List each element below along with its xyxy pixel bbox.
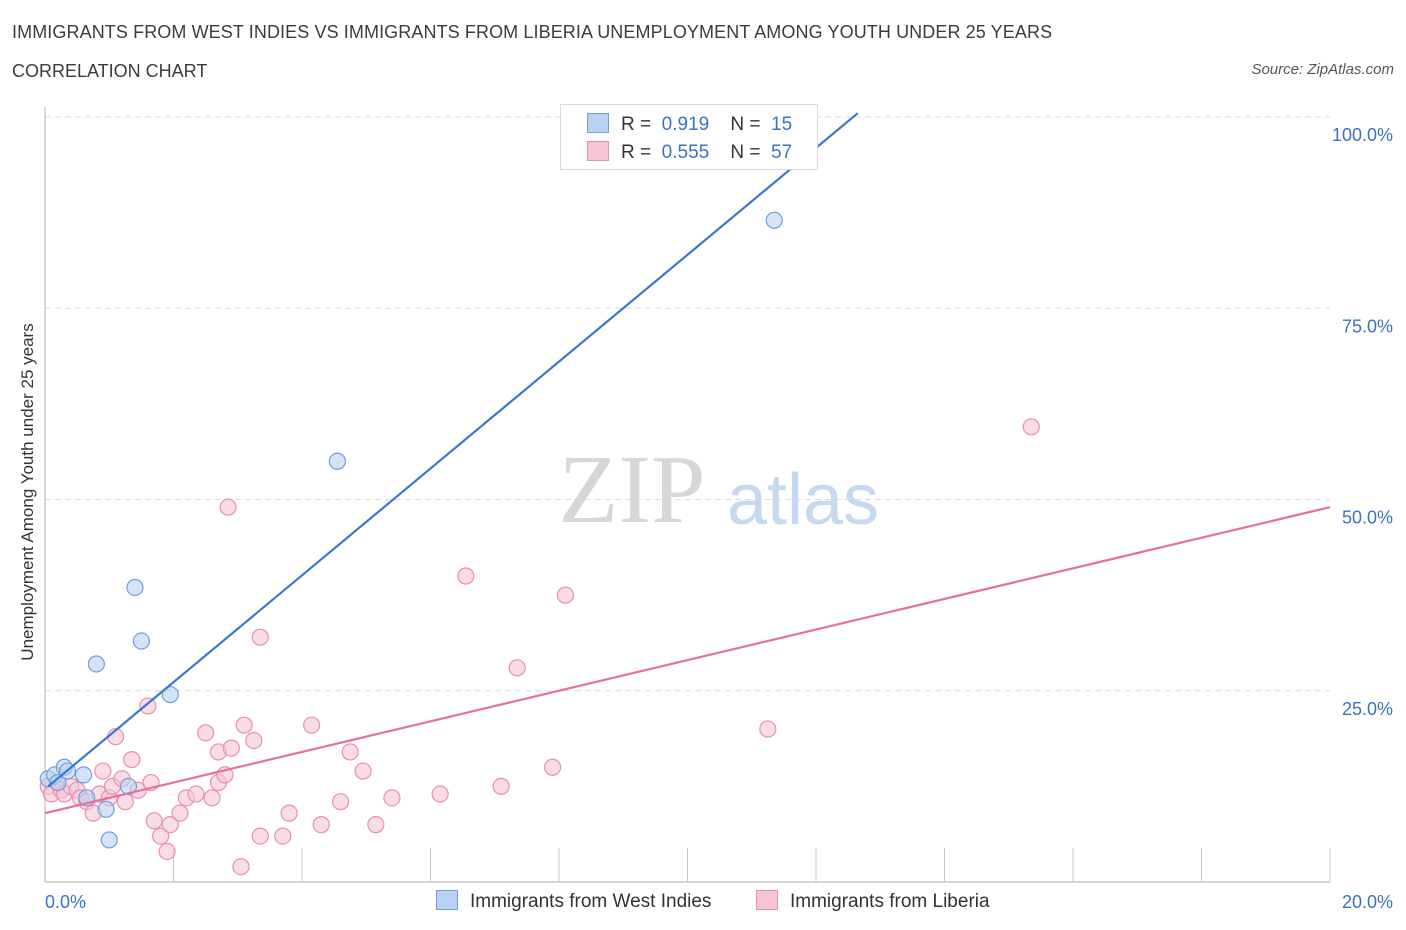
liberia-point [354, 762, 372, 780]
legend-n-label: N = [730, 114, 761, 135]
west-indies-point [87, 655, 106, 673]
liberia-point [331, 793, 350, 811]
liberia-point [235, 716, 253, 734]
liberia-point [759, 720, 777, 738]
west-indies-point [765, 211, 783, 229]
y-tick-label: 25.0% [1342, 699, 1393, 719]
watermark-zip: ZIP [559, 436, 706, 544]
legend-n-liberia: 57 [771, 142, 793, 163]
bottom-legend-west-indies: Immigrants from West Indies [436, 890, 711, 913]
bottom-legend-label-west-indies: Immigrants from West Indies [470, 891, 712, 912]
liberia-point [219, 498, 237, 516]
liberia-point [251, 827, 269, 845]
liberia-point [94, 762, 112, 780]
liberia-point [280, 804, 298, 822]
liberia-point [171, 804, 189, 822]
x-tick-label: 0.0% [45, 892, 86, 912]
west-indies-point [328, 452, 346, 470]
liberia-points [39, 418, 1040, 876]
y-tick-label: 50.0% [1342, 508, 1393, 528]
liberia-point [508, 659, 526, 677]
west-indies-point [161, 685, 179, 704]
liberia-point [492, 777, 510, 795]
liberia-point [367, 816, 385, 834]
trend-lines [44, 112, 1331, 815]
liberia-point [312, 816, 330, 834]
source-credit: Source: ZipAtlas.com [1251, 61, 1394, 78]
liberia-point [1022, 418, 1040, 436]
axes [44, 107, 1331, 883]
legend-r-liberia: 0.555 [661, 142, 710, 163]
west-indies-point [126, 578, 144, 597]
legend-swatch-liberia [587, 141, 609, 161]
liberia-point [158, 842, 176, 861]
legend-r-label: R = [621, 114, 652, 135]
liberia-point [139, 697, 157, 715]
west-indies-point [74, 766, 93, 784]
liberia-point [222, 739, 240, 757]
legend-r-label: R = [621, 142, 652, 163]
west-indies-point [132, 632, 150, 650]
west-indies-point [97, 800, 115, 818]
liberia-point [203, 789, 221, 807]
liberia-point [341, 743, 359, 761]
liberia-point [431, 785, 449, 803]
bottom-legend-swatch-west-indies [436, 890, 458, 910]
legend-row-west-indies: R = 0.919 N = 15 [587, 113, 792, 137]
chart-title: IMMIGRANTS FROM WEST INDIES VS IMMIGRANT… [12, 22, 1053, 42]
liberia-point [274, 827, 292, 845]
liberia-point [145, 812, 163, 830]
liberia-point [161, 816, 179, 834]
liberia-point [383, 789, 401, 807]
west-indies-point [100, 831, 118, 849]
liberia-point [556, 586, 575, 604]
legend-r-west-indies: 0.919 [661, 114, 710, 135]
zipatlas-watermark: ZIP atlas [559, 436, 880, 544]
liberia-point [197, 724, 215, 742]
liberia-point [187, 785, 205, 803]
bottom-legend-swatch-liberia [756, 890, 778, 910]
west-indies-point [49, 773, 67, 792]
west-indies-trend-line [47, 112, 859, 788]
watermark-atlas: atlas [727, 460, 879, 540]
liberia-point [457, 567, 475, 585]
correlation-legend: R = 0.919 N = 15 R = 0.555 N = 57 [560, 104, 818, 170]
liberia-point [251, 628, 269, 646]
liberia-point [303, 716, 321, 734]
bottom-legend-liberia: Immigrants from Liberia [756, 890, 990, 913]
tick-labels: 25.0% 50.0% 75.0% 100.0% 0.0% 20.0% [45, 125, 1393, 912]
x-tick-label: 20.0% [1342, 892, 1393, 912]
west-indies-points [39, 211, 783, 849]
y-tick-label: 75.0% [1342, 316, 1393, 336]
liberia-point [123, 750, 141, 769]
liberia-trend-line [44, 506, 1331, 815]
chart-subtitle: CORRELATION CHART [12, 61, 208, 81]
liberia-point [543, 758, 562, 776]
bottom-legend-label-liberia: Immigrants from Liberia [790, 891, 990, 912]
legend-swatch-west-indies [587, 113, 609, 133]
legend-row-liberia: R = 0.555 N = 57 [587, 141, 792, 165]
y-axis-label: Unemployment Among Youth under 25 years [18, 323, 37, 661]
y-tick-label: 100.0% [1332, 125, 1393, 145]
gridlines [45, 116, 1330, 692]
liberia-point [152, 827, 170, 845]
liberia-point [245, 731, 263, 750]
legend-n-west-indies: 15 [771, 114, 793, 135]
legend-n-label: N = [730, 142, 761, 163]
liberia-point [232, 858, 250, 876]
